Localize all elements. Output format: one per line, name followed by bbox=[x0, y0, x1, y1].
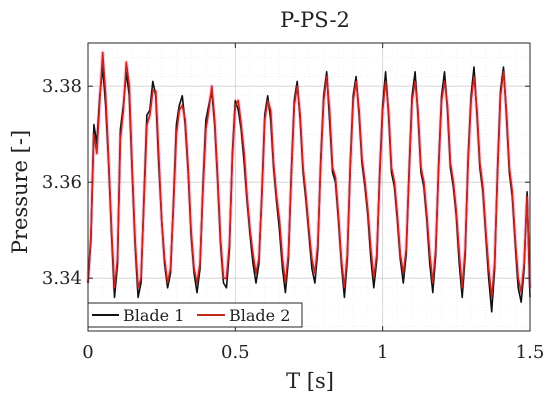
legend-box bbox=[87, 302, 303, 328]
chart-title: P-PS-2 bbox=[280, 8, 350, 32]
legend-label-blade-2: Blade 2 bbox=[229, 306, 290, 325]
y-tick-label: 3.38 bbox=[42, 76, 82, 97]
series-line-blade-2 bbox=[87, 51, 531, 299]
tick-labels: 0 0.5 1 1.5 3.34 3.36 3.38 bbox=[42, 76, 544, 363]
x-axis-label: T [s] bbox=[286, 369, 334, 393]
y-tick-label: 3.36 bbox=[42, 172, 82, 193]
legend-label-blade-1: Blade 1 bbox=[123, 306, 184, 325]
x-tick-label: 0 bbox=[82, 342, 93, 363]
tick-marks bbox=[87, 43, 531, 331]
x-tick-label: 1.5 bbox=[516, 342, 545, 363]
x-tick-label: 0.5 bbox=[221, 342, 250, 363]
plot-frame bbox=[87, 42, 531, 332]
legend: Blade 1 Blade 2 bbox=[87, 302, 303, 328]
x-tick-label: 1 bbox=[377, 342, 388, 363]
series-lines bbox=[86, 50, 532, 313]
y-tick-label: 3.34 bbox=[42, 268, 82, 289]
y-axis-label: Pressure [-] bbox=[8, 130, 32, 254]
